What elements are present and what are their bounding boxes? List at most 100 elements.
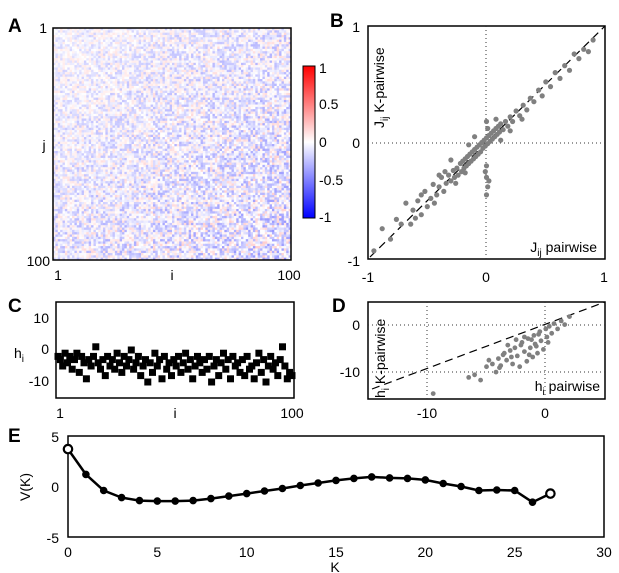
heatmap-cell: [119, 58, 123, 61]
heatmap-cell: [57, 53, 61, 57]
heatmap-cell: [131, 106, 135, 110]
heatmap-cell: [274, 90, 278, 94]
heatmap-cell: [122, 69, 125, 73]
heatmap-cell: [186, 88, 189, 91]
heatmap-cell: [155, 130, 159, 133]
heatmap-cell: [91, 123, 94, 126]
heatmap-cell: [174, 62, 178, 66]
heatmap-cell: [286, 41, 289, 45]
heatmap-cell: [143, 44, 147, 47]
heatmap-cell: [224, 37, 228, 40]
heatmap-cell: [64, 44, 68, 47]
heatmap-cell: [188, 44, 192, 47]
heatmap-cell: [83, 51, 87, 54]
heatmap-cell: [117, 39, 120, 43]
heatmap-cell: [241, 139, 244, 142]
heatmap-cell: [100, 134, 104, 138]
heatmap-cell: [257, 72, 261, 75]
heatmap-cell: [105, 99, 109, 103]
heatmap-cell: [276, 55, 280, 59]
heatmap-cell: [217, 137, 220, 140]
heatmap-cell: [207, 41, 211, 45]
heatmap-cell: [157, 116, 161, 119]
heatmap-cell: [252, 28, 256, 31]
panel-label-e: E: [8, 426, 21, 447]
heatmap-cell: [279, 113, 282, 117]
heatmap-cell: [281, 37, 285, 40]
heatmap-cell: [164, 65, 168, 68]
heatmap-cell: [145, 109, 149, 112]
heatmap-cell: [55, 137, 59, 140]
heatmap-cell: [88, 90, 92, 94]
heatmap-cell: [105, 125, 109, 129]
heatmap-cell: [217, 139, 220, 142]
heatmap-cell: [148, 95, 151, 98]
heatmap-cell: [95, 86, 99, 89]
heatmap-cell: [233, 106, 237, 110]
heatmap-cell: [179, 30, 182, 33]
heatmap-cell: [62, 58, 66, 61]
heatmap-cell: [145, 79, 149, 82]
heatmap-cell: [207, 74, 211, 78]
heatmap-cell: [62, 30, 66, 33]
heatmap-cell: [200, 127, 204, 131]
heatmap-cell: [62, 111, 66, 115]
heatmap-cell: [176, 74, 180, 78]
heatmap-cell: [110, 141, 113, 145]
heatmap-cell: [81, 48, 85, 52]
heatmap-cell: [157, 46, 161, 50]
heatmap-cell: [264, 132, 268, 136]
heatmap-cell: [271, 99, 275, 103]
heatmap-cell: [233, 123, 237, 126]
heatmap-cell: [205, 81, 208, 84]
heatmap-cell: [102, 127, 106, 131]
heatmap-cell: [102, 104, 106, 108]
heatmap-cell: [279, 92, 282, 96]
heatmap-cell: [60, 86, 63, 89]
heatmap-cell: [138, 99, 142, 103]
heatmap-cell: [245, 113, 249, 117]
heatmap-cell: [193, 139, 197, 142]
heatmap-cell: [110, 76, 113, 80]
heatmap-cell: [67, 55, 70, 59]
heatmap-cell: [231, 123, 235, 126]
heatmap-cell: [205, 127, 208, 131]
heatmap-cell: [81, 134, 85, 138]
heatmap-cell: [181, 132, 185, 136]
heatmap-cell: [83, 86, 87, 89]
heatmap-cell: [238, 37, 242, 40]
heatmap-cell: [150, 113, 154, 117]
heatmap-cell: [202, 39, 206, 43]
heatmap-cell: [79, 28, 82, 31]
heatmap-cell: [283, 90, 287, 94]
heatmap-cell: [274, 51, 278, 54]
heatmap-cell: [138, 125, 142, 129]
heatmap-cell: [186, 28, 189, 31]
heatmap-cell: [138, 104, 142, 108]
heatmap-cell: [226, 90, 230, 94]
heatmap-cell: [72, 41, 75, 45]
heatmap-cell: [241, 97, 244, 101]
heatmap-cell: [274, 48, 278, 52]
heatmap-cell: [124, 39, 128, 43]
heatmap-cell: [126, 39, 130, 43]
heatmap-cell: [255, 137, 258, 140]
heatmap-cell: [214, 97, 218, 101]
heatmap-cell: [102, 141, 106, 145]
heatmap-cell: [98, 48, 101, 52]
heatmap-cell: [262, 120, 266, 124]
heatmap-cell: [86, 118, 89, 122]
heatmap-cell: [62, 134, 66, 138]
heatmap-cell: [88, 46, 92, 50]
heatmap-cell: [271, 125, 275, 129]
heatmap-cell: [214, 65, 218, 68]
heatmap-cell: [88, 34, 92, 38]
heatmap-cell: [267, 132, 270, 136]
heatmap-cell: [138, 130, 142, 133]
heatmap-cell: [76, 132, 80, 136]
heatmap-cell: [241, 132, 244, 136]
heatmap-cell: [141, 88, 144, 91]
heatmap-cell: [81, 67, 85, 71]
heatmap-cell: [152, 97, 156, 101]
heatmap-cell: [245, 86, 249, 89]
